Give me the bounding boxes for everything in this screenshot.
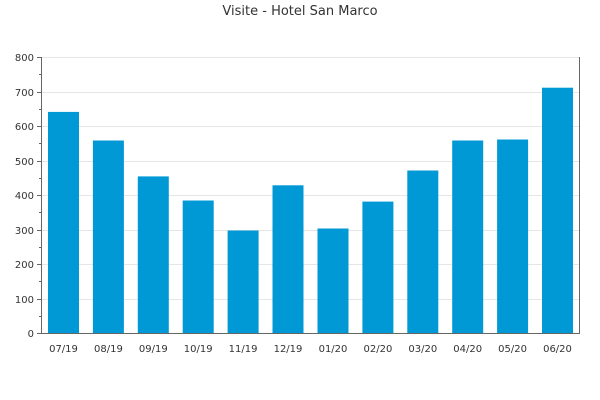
x-tick-label: 03/20 xyxy=(408,344,437,355)
x-tick-label: 09/19 xyxy=(139,344,168,355)
x-tick-label: 10/19 xyxy=(184,344,213,355)
x-tick-labels: 07/19 08/19 09/19 10/19 11/19 12/19 01/20 02/20… xyxy=(49,344,572,355)
y-tick-label: 800 xyxy=(15,53,34,64)
x-tick-label: 04/20 xyxy=(453,344,482,355)
x-tick-label: 01/20 xyxy=(319,344,348,355)
bar xyxy=(48,111,79,334)
x-tick-label: 07/19 xyxy=(49,344,78,355)
bar xyxy=(182,200,214,333)
y-tick-label: 200 xyxy=(15,260,34,271)
y-tick-label: 300 xyxy=(15,226,34,237)
bar xyxy=(452,140,484,333)
bar xyxy=(92,140,124,333)
bar xyxy=(227,230,259,333)
gridlines xyxy=(41,57,580,300)
y-tick-label: 400 xyxy=(15,191,34,202)
bar xyxy=(497,139,529,333)
bar xyxy=(407,170,439,333)
y-tick-label: 0 xyxy=(28,329,34,340)
bars xyxy=(48,87,573,334)
x-tick-label: 12/19 xyxy=(274,344,303,355)
y-tick-label: 100 xyxy=(15,295,34,306)
bar xyxy=(137,176,169,333)
x-tick-label: 08/19 xyxy=(94,344,123,355)
x-tick-label: 11/19 xyxy=(229,344,258,355)
bar xyxy=(272,185,304,333)
y-tick-label: 500 xyxy=(15,157,34,168)
bar xyxy=(362,201,394,333)
y-tick-label: 600 xyxy=(15,122,34,133)
bar xyxy=(317,228,349,333)
x-tick-label: 05/20 xyxy=(498,344,527,355)
y-tick-labels: 0 100 200 300 400 500 600 700 800 xyxy=(15,53,34,340)
x-tick-label: 02/20 xyxy=(363,344,392,355)
y-tick-label: 700 xyxy=(15,88,34,99)
bar xyxy=(542,87,573,333)
axes xyxy=(37,57,580,334)
x-tick-label: 06/20 xyxy=(543,344,572,355)
chart-title: Visite - Hotel San Marco xyxy=(222,4,378,19)
